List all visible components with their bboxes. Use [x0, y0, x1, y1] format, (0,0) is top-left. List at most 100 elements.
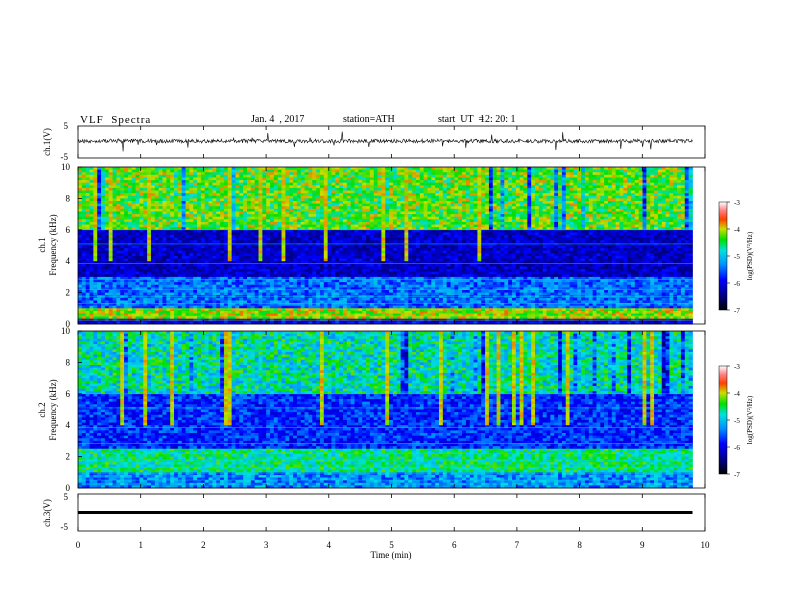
spectrogram-cell [373, 201, 378, 205]
spectrogram-cell [381, 187, 386, 191]
spectrogram-cell [688, 167, 693, 171]
spectrogram-cell [569, 201, 574, 205]
spectrogram-cell [442, 172, 448, 176]
spectrogram-cell [350, 185, 355, 189]
spectrogram-cell [511, 219, 517, 223]
spectrogram-cell [200, 180, 206, 184]
spectrogram-cell [135, 248, 140, 252]
spectrogram-cell [285, 174, 290, 178]
spectrogram-cell [139, 198, 144, 202]
spectrogram-cell [127, 219, 133, 223]
spectrogram-cell [515, 177, 521, 181]
spectrogram-cell [281, 211, 286, 215]
spectrogram-cell [162, 211, 167, 215]
spectrogram-cell [427, 229, 432, 233]
spectrogram-cell [415, 224, 421, 228]
spectrogram-cell [519, 195, 524, 199]
spectrogram-cell [458, 193, 463, 197]
spectrogram-cell [542, 174, 547, 178]
spectrogram-cell [285, 190, 290, 194]
spectrogram-cell [193, 227, 198, 231]
spectrogram-cell [193, 235, 198, 239]
spectrogram-cell [327, 174, 332, 178]
spectrogram-cell [431, 208, 436, 212]
spectrogram-cell [227, 245, 233, 249]
spectrogram-cell [654, 219, 659, 223]
spectrogram-cell [189, 198, 194, 202]
spectrogram-cell [150, 182, 156, 186]
spectrogram-cell [78, 167, 83, 171]
spectrogram-cell [604, 235, 609, 239]
spectrogram-cell [431, 242, 436, 246]
spectrogram-cell [408, 235, 413, 239]
spectrogram-cell [101, 221, 106, 225]
spectrogram-cell [312, 187, 317, 191]
spectrogram-cell [246, 227, 252, 231]
spectrogram-cell [208, 221, 213, 225]
spectrogram-cell [577, 198, 582, 202]
spectrogram-cell [588, 177, 594, 181]
spectrogram-cell [223, 240, 229, 244]
spectrogram-cell [615, 214, 620, 218]
spectrogram-cell [527, 180, 532, 184]
spectrogram-cell [535, 180, 540, 184]
spectrogram-cell [442, 240, 448, 244]
spectrogram-cell [569, 177, 574, 181]
spectrogram-cell [346, 177, 352, 181]
spectrogram-cell [527, 237, 532, 241]
spectrogram-cell [154, 185, 160, 189]
spectrogram-cell [250, 227, 256, 231]
spectrogram-cell [462, 229, 467, 233]
spectrogram-cell [174, 229, 179, 233]
ch1-ytick-top: 5 [64, 121, 69, 131]
spectrogram-cell [177, 177, 183, 181]
spectrogram-cell [650, 208, 655, 212]
spectrogram-cell [419, 211, 425, 215]
spectrogram-cell [227, 193, 233, 197]
spectrogram-cell [143, 221, 148, 225]
spectrogram-cell [262, 224, 267, 228]
spectrogram-cell [362, 187, 367, 191]
spectrogram-cell [358, 203, 363, 207]
spectrogram-cell [511, 221, 517, 225]
spectrogram-cell [496, 232, 501, 236]
spectrogram-cell [415, 177, 421, 181]
spectrogram-cell [127, 174, 133, 178]
spectrogram-cell [289, 193, 294, 197]
spectrogram-cell [596, 237, 601, 241]
spectrogram-cell [623, 240, 628, 244]
spectrogram-cell [327, 211, 332, 215]
spectrogram-cell [577, 185, 582, 189]
spectrogram-cell [465, 208, 471, 212]
spectrogram-cell [346, 221, 352, 225]
spectrogram-cell [162, 177, 167, 181]
spectrogram-cell [465, 229, 471, 233]
spectrogram-cell [623, 203, 628, 207]
spectrogram-cell [227, 240, 233, 244]
spectrogram-cell [634, 206, 640, 210]
spectrogram-cell [642, 193, 647, 197]
spectrogram-cell [335, 172, 340, 176]
spectrogram-cell [273, 203, 279, 207]
spectrogram-cell [565, 198, 570, 202]
spectrogram-cell [477, 245, 482, 249]
spectrogram-cell [661, 180, 666, 184]
spectrogram-cell [254, 174, 259, 178]
spectrogram-cell [673, 185, 678, 189]
spectrogram-cell [246, 198, 252, 202]
spectrogram-cell [404, 198, 409, 202]
spectrogram-cell [143, 245, 148, 249]
spectrogram-cell [227, 198, 233, 202]
spectrogram-cell [139, 167, 144, 171]
spectrogram-cell [124, 235, 129, 239]
spectrogram-cell [454, 190, 459, 194]
spectrogram-cell [273, 211, 279, 215]
spectrogram-cell [78, 193, 83, 197]
spectrogram-cell [523, 185, 528, 189]
spectrogram-cell [650, 229, 655, 233]
spectrogram-cell [266, 219, 271, 223]
spectrogram-cell [531, 214, 536, 218]
spectrogram-cell [112, 235, 117, 239]
spectrogram-cell [458, 167, 463, 171]
